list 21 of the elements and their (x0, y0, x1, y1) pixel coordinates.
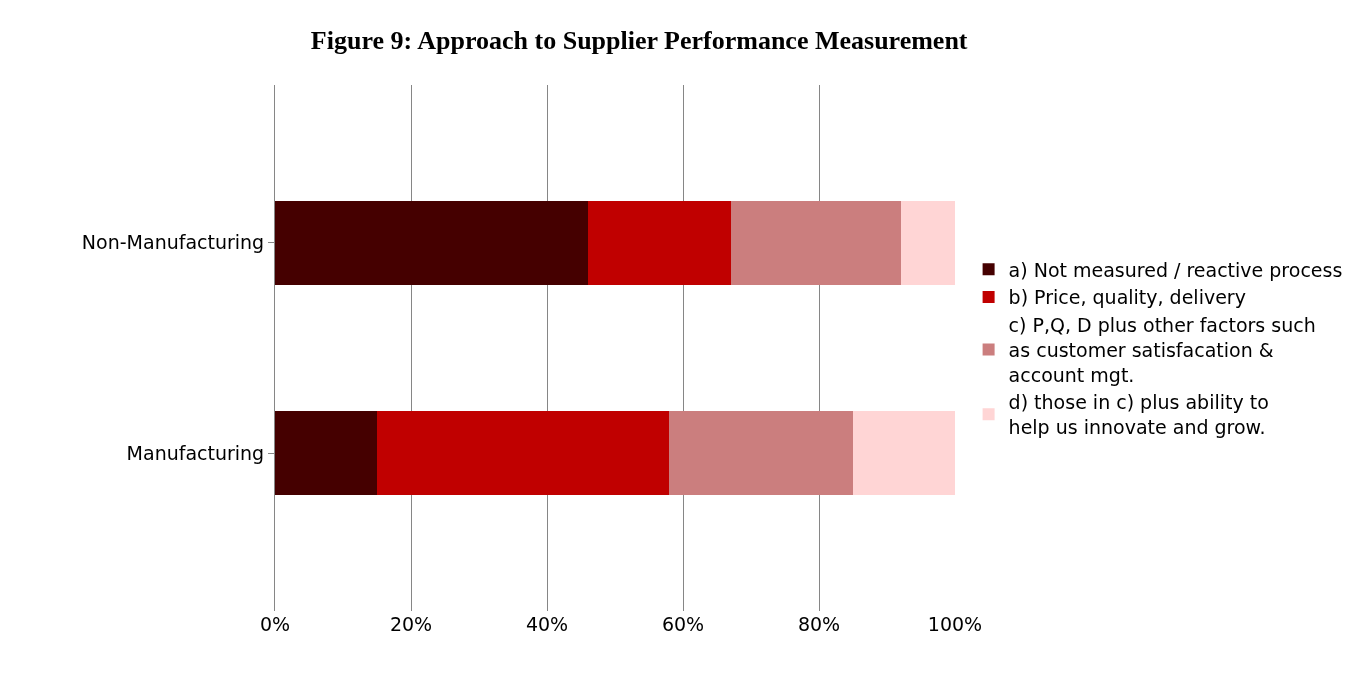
bar (587, 200, 731, 285)
bar (730, 200, 901, 285)
x-tick-label: 60% (661, 613, 705, 635)
legend-label: b) Price, quality, delivery (1008, 286, 1246, 309)
x-tick-label: 80% (797, 613, 841, 635)
bar (275, 411, 377, 496)
bar (669, 411, 853, 496)
legend-label: a) Not measured / reactive process (1008, 258, 1343, 281)
bar (853, 411, 955, 496)
legend-label: c) P,Q, D plus other factors such as customer satisfacation & account mgt. (1008, 314, 1316, 386)
bar (377, 411, 670, 496)
x-tick-label: 20% (389, 613, 433, 635)
y-tick-label: Manufacturing (126, 441, 265, 464)
legend-label: d) those in c) plus ability to help us innovate and grow. (1008, 391, 1269, 438)
y-tick-label: Non-Manufacturing (81, 231, 265, 254)
x-tick-label: 100% (927, 613, 983, 635)
chart-title: Figure 9: Approach to Supplier Performance Measurement (310, 26, 968, 56)
bar (900, 200, 955, 285)
x-tick-label: 0% (259, 613, 291, 635)
x-tick-label: 40% (525, 613, 569, 635)
bar (275, 200, 588, 285)
